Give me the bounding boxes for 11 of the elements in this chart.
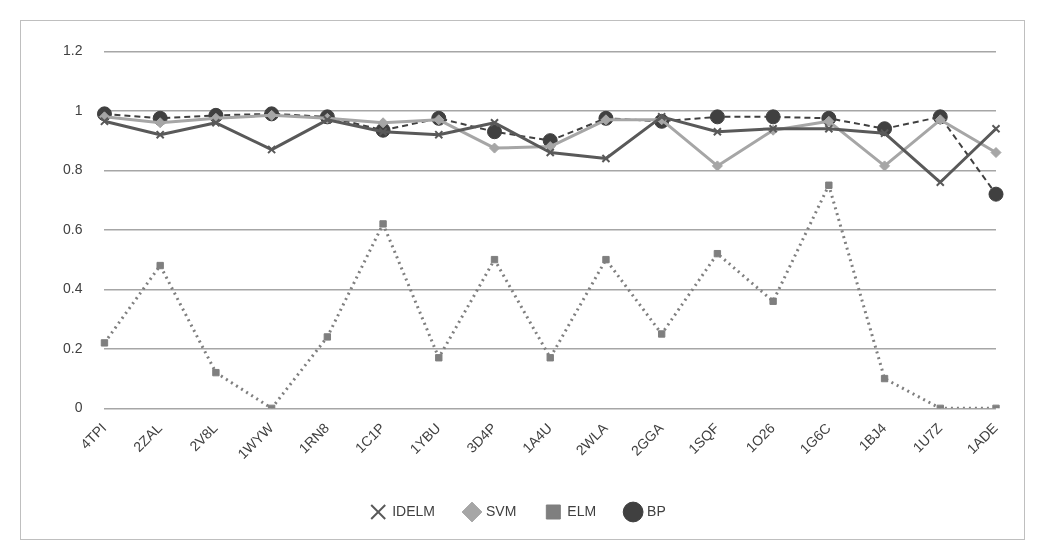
y-tick-label: 1 bbox=[74, 101, 83, 118]
y-tick-label: 0.2 bbox=[62, 339, 83, 356]
y-tick-label: 0.4 bbox=[62, 280, 83, 297]
legend-label: IDELM bbox=[392, 502, 435, 519]
y-tick-label: 1.2 bbox=[62, 42, 83, 59]
y-tick-label: 0.6 bbox=[62, 220, 83, 237]
legend-label: SVM bbox=[485, 502, 517, 519]
legend-label: ELM bbox=[567, 502, 597, 519]
y-tick-label: 0 bbox=[74, 399, 83, 416]
y-tick-label: 0.8 bbox=[62, 161, 83, 178]
legend-label: BP bbox=[647, 502, 666, 519]
